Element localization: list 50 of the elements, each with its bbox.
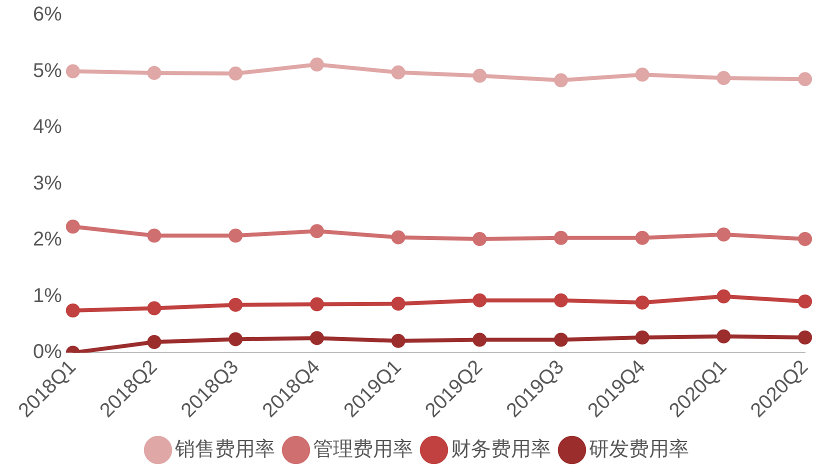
point bbox=[554, 230, 568, 245]
legend-label: 管理费用率 bbox=[313, 438, 413, 461]
point bbox=[391, 230, 406, 244]
point bbox=[66, 64, 80, 78]
point bbox=[554, 73, 568, 88]
point bbox=[472, 332, 487, 347]
y-tick-label: 0% bbox=[33, 341, 62, 364]
point bbox=[228, 298, 243, 312]
point bbox=[391, 334, 406, 348]
y-tick-label: 1% bbox=[33, 284, 62, 307]
point bbox=[391, 296, 406, 311]
point bbox=[147, 66, 162, 80]
y-tick-label: 2% bbox=[33, 228, 62, 251]
point bbox=[472, 232, 487, 246]
point bbox=[310, 297, 324, 312]
point bbox=[798, 72, 812, 86]
point bbox=[66, 220, 80, 234]
point bbox=[391, 65, 406, 80]
point bbox=[716, 289, 731, 304]
point bbox=[66, 303, 80, 318]
point bbox=[798, 330, 812, 345]
point bbox=[635, 330, 650, 345]
legend-label: 销售费用率 bbox=[174, 438, 275, 461]
point bbox=[716, 329, 731, 344]
point bbox=[635, 296, 650, 310]
point bbox=[554, 332, 568, 347]
point bbox=[798, 294, 812, 308]
point bbox=[716, 228, 731, 242]
legend-label: 研发费用率 bbox=[589, 438, 689, 461]
point bbox=[228, 332, 243, 346]
point bbox=[798, 232, 812, 246]
point bbox=[310, 331, 324, 346]
point bbox=[472, 293, 487, 308]
point bbox=[147, 335, 162, 350]
point bbox=[310, 58, 324, 72]
point bbox=[472, 68, 487, 83]
y-tick-label: 6% bbox=[33, 4, 62, 26]
point bbox=[147, 301, 162, 316]
point bbox=[228, 66, 243, 81]
legend-label: 财务费用率 bbox=[451, 438, 551, 461]
point bbox=[554, 293, 568, 308]
point bbox=[635, 68, 650, 82]
point bbox=[228, 228, 243, 243]
y-tick-label: 3% bbox=[33, 172, 62, 194]
point bbox=[716, 71, 731, 86]
point bbox=[635, 230, 650, 245]
point bbox=[310, 224, 324, 238]
point bbox=[147, 228, 162, 243]
y-tick-label: 4% bbox=[33, 116, 62, 138]
y-tick-label: 5% bbox=[33, 60, 62, 82]
